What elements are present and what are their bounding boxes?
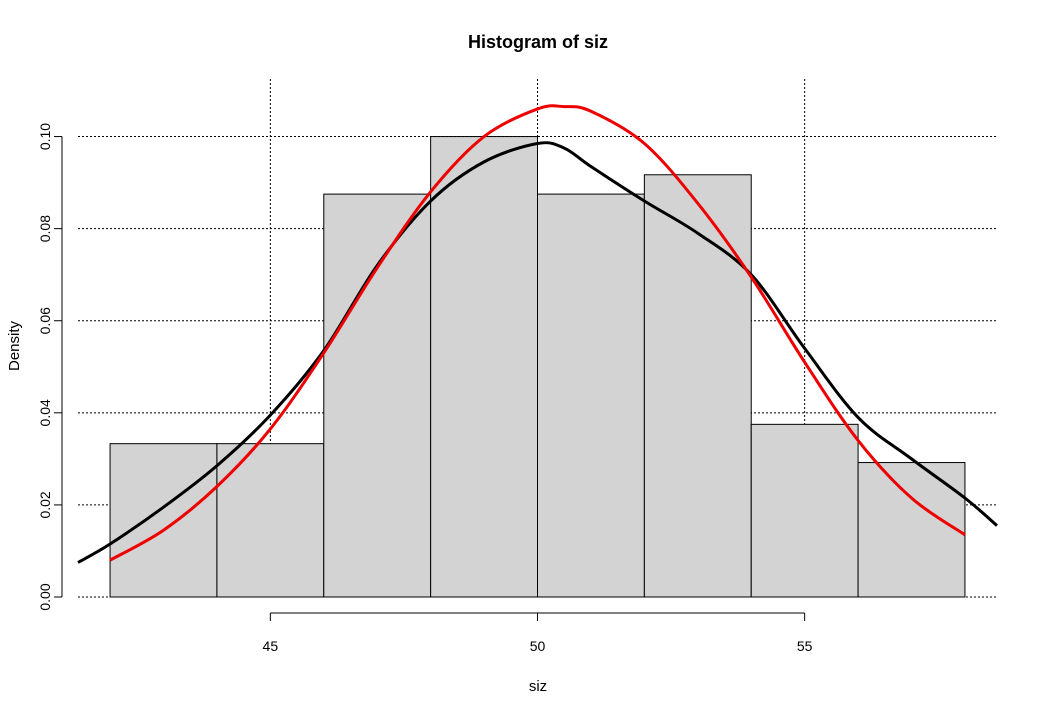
histogram-bar — [216, 443, 325, 598]
x-tick-label: 45 — [263, 638, 279, 654]
density-curves — [77, 104, 998, 564]
x-tick-label: 55 — [797, 638, 813, 654]
chart-title: Histogram of siz — [468, 32, 608, 52]
y-axis-label: Density — [6, 320, 23, 371]
density-curve-red — [109, 104, 966, 562]
histogram-bar — [643, 174, 752, 598]
histogram-bar — [537, 193, 645, 598]
y-tick-label: 0.02 — [37, 491, 53, 518]
y-tick-label: 0.08 — [37, 215, 53, 242]
histogram-bars — [109, 136, 966, 598]
y-tick-label: 0.00 — [37, 583, 53, 610]
histogram-bar — [750, 423, 859, 598]
histogram-bar — [323, 193, 432, 598]
histogram-bar — [430, 136, 538, 598]
y-tick-label: 0.10 — [37, 123, 53, 150]
axes: 45 50 55 0.00 0.02 0.04 0.06 0.08 0.10 — [37, 123, 813, 654]
y-tick-label: 0.04 — [37, 399, 53, 426]
histogram-bar — [109, 443, 218, 598]
histogram-bar — [857, 462, 966, 598]
density-curve-black — [77, 141, 998, 564]
x-tick-label: 50 — [530, 638, 546, 654]
y-tick-label: 0.06 — [37, 307, 53, 334]
x-axis-label: siz — [529, 678, 547, 695]
